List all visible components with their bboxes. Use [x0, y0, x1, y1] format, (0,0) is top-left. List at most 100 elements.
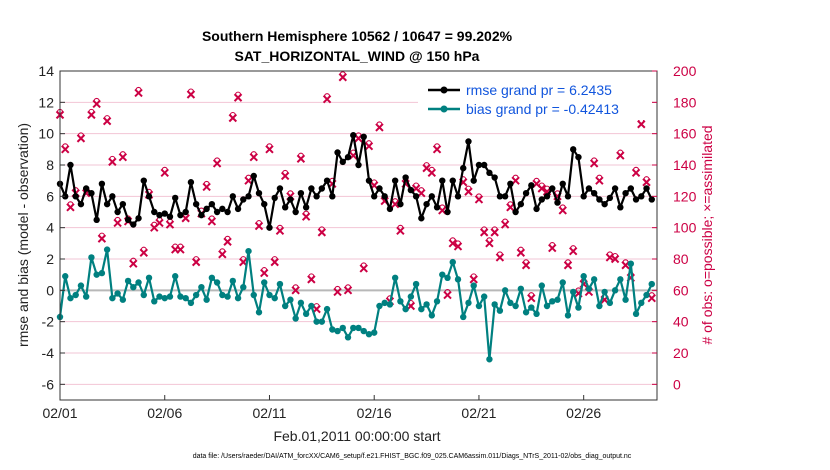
rmse-point — [449, 177, 456, 184]
bias-point — [465, 299, 472, 307]
obs-cross-stroke — [610, 254, 620, 264]
obs-assimilated-marker — [218, 250, 227, 259]
obs-assimilated-marker — [233, 93, 243, 102]
plot-area — [60, 71, 657, 400]
obs-cross-stroke — [118, 152, 128, 162]
obs-assimilated-marker — [548, 243, 557, 253]
rmse-point — [601, 200, 608, 208]
rmse-point — [255, 190, 263, 197]
obs-assimilated-marker — [448, 239, 457, 248]
x-tick-label: 02/16 — [357, 405, 392, 421]
bias-point — [145, 274, 153, 281]
rmse-point — [161, 210, 168, 217]
rmse-point — [334, 149, 341, 156]
obs-cross-stroke — [244, 176, 253, 185]
rmse-point — [140, 177, 147, 184]
obs-assimilated-marker — [260, 268, 269, 278]
obs-assimilated-marker — [191, 257, 201, 267]
y2-tick-label: 0 — [673, 376, 681, 392]
rmse-point — [72, 193, 79, 200]
obs-cross-stroke — [322, 94, 332, 104]
rmse-point — [554, 199, 561, 206]
obs-cross-stroke — [270, 257, 279, 267]
rmse-point — [648, 196, 655, 203]
chart-title-line-1: Southern Hemisphere 10562 / 10647 = 99.2… — [202, 28, 513, 44]
bias-point — [601, 288, 608, 296]
obs-assimilated-marker — [265, 145, 274, 154]
obs-cross-stroke — [233, 93, 243, 102]
obs-assimilated-marker — [558, 206, 567, 215]
obs-cross-stroke — [422, 163, 431, 173]
obs-assimilated-marker — [249, 152, 258, 162]
obs-cross-stroke — [521, 261, 531, 270]
bias-point — [444, 274, 451, 281]
y-tick-label: 8 — [46, 157, 54, 173]
bias-point — [533, 310, 540, 318]
chart-title-line-2: SAT_HORIZONTAL_WIND @ 150 hPa — [235, 48, 480, 64]
obs-cross-stroke — [249, 152, 258, 162]
obs-assimilated-marker — [610, 254, 620, 264]
rmse-point — [276, 185, 284, 192]
bias-point — [130, 284, 137, 291]
bias-point — [491, 301, 498, 308]
bias-point — [412, 280, 420, 288]
bias-point — [554, 296, 561, 303]
bias-point — [638, 299, 645, 307]
obs-assimilated-marker — [322, 94, 332, 104]
obs-assimilated-marker — [102, 116, 112, 126]
obs-cross-stroke — [181, 214, 190, 223]
obs-cross-stroke — [637, 120, 646, 129]
bias-point — [287, 296, 294, 303]
obs-cross-stroke — [443, 290, 452, 300]
obs-assimilated-marker — [66, 203, 75, 212]
obs-assimilated-marker — [563, 261, 573, 270]
rmse-point — [627, 185, 635, 192]
rmse-point — [271, 194, 278, 202]
obs-assimilated-marker — [589, 159, 599, 168]
obs-assimilated-marker — [92, 99, 101, 109]
obs-cross-stroke — [364, 141, 374, 151]
bias-point — [507, 299, 514, 307]
bias-point — [308, 302, 315, 310]
rmse-point — [166, 213, 174, 220]
obs-cross-stroke — [448, 239, 457, 248]
obs-cross-stroke — [191, 257, 201, 267]
y-tick-label: -4 — [42, 345, 55, 361]
rmse-point — [119, 200, 127, 208]
bias-point — [423, 301, 430, 308]
rmse-point — [381, 193, 388, 200]
rmse-point — [528, 182, 535, 189]
rmse-point — [460, 164, 467, 172]
obs-assimilated-marker — [76, 134, 86, 143]
obs-cross-stroke — [108, 157, 117, 167]
legend-bias-label: bias grand pr = -0.42413 — [466, 101, 619, 117]
rmse-point — [549, 185, 556, 192]
rmse-point — [182, 208, 189, 216]
rmse-point — [292, 208, 299, 216]
obs-assimilated-marker — [296, 154, 306, 163]
y-tick-label: 12 — [38, 94, 54, 110]
bias-point — [245, 247, 252, 255]
bias-point — [627, 260, 635, 267]
rmse-point — [376, 185, 383, 192]
obs-assimilated-marker — [637, 120, 646, 129]
obs-assimilated-marker — [155, 218, 164, 228]
rmse-point — [543, 193, 551, 200]
rmse-point — [302, 204, 310, 211]
bias-point — [433, 298, 441, 305]
rmse-point — [62, 193, 69, 200]
bias-point — [460, 313, 467, 321]
bias-point — [617, 276, 624, 283]
obs-assimilated-marker — [280, 171, 290, 181]
rmse-point — [77, 200, 85, 208]
bias-point — [271, 294, 278, 302]
obs-cross-stroke — [469, 275, 478, 284]
bias-point — [570, 288, 577, 296]
obs-cross-stroke — [537, 184, 546, 193]
bias-point — [402, 305, 409, 313]
obs-assimilated-marker — [97, 234, 107, 243]
y2-tick-label: 100 — [673, 220, 697, 236]
rmse-point — [423, 200, 430, 208]
obs-cross-stroke — [260, 268, 269, 278]
obs-cross-stroke — [495, 253, 505, 262]
